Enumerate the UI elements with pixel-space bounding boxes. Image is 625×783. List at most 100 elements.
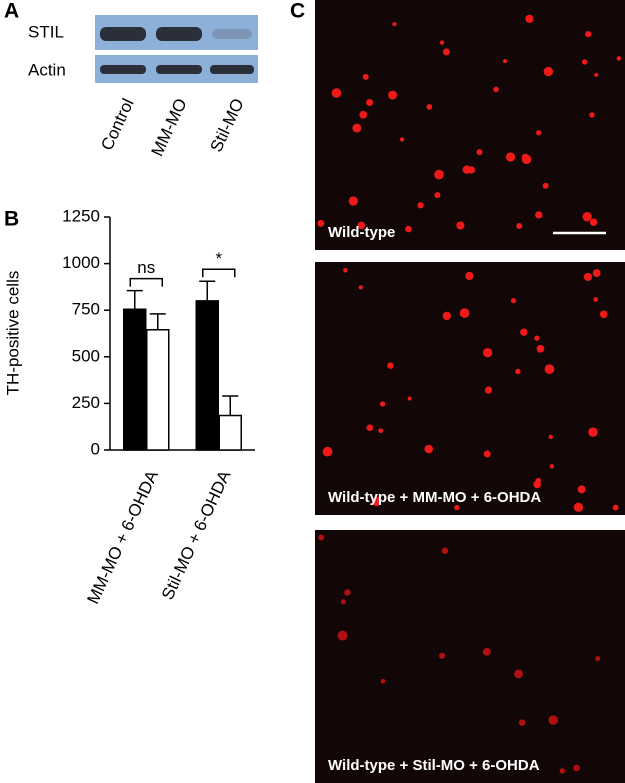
cell-dot [407, 396, 412, 401]
cell-dot [322, 446, 333, 457]
cell-dot [549, 464, 555, 469]
cell-dot [525, 14, 534, 23]
image-caption: Wild-type + MM-MO + 6-OHDA [328, 489, 541, 506]
lane-label: Stil-MO [207, 96, 248, 155]
cell-dot [482, 647, 491, 656]
cell-dot [514, 669, 523, 679]
panel-label: B [4, 208, 19, 231]
cell-dot [454, 504, 460, 511]
cell-dot [543, 66, 554, 77]
x-tick-label: Stil-MO + 6-OHDA [158, 467, 235, 603]
cell-dot [357, 221, 366, 230]
image-caption: Wild-type [328, 224, 395, 241]
y-tick-label: 250 [72, 393, 100, 412]
cell-dot [434, 169, 444, 180]
cell-dot [456, 221, 465, 230]
cell-dot [388, 90, 398, 100]
cell-dot [577, 485, 586, 494]
band [212, 29, 252, 39]
cell-dot [371, 496, 382, 507]
cell-dot [616, 56, 622, 61]
cell-dot [612, 504, 619, 511]
cell-dot [516, 222, 523, 230]
cell-dot [343, 267, 348, 273]
cell-dot [536, 130, 542, 136]
cell-dot [535, 211, 543, 219]
cell-dot [589, 112, 595, 118]
cell-dot [359, 110, 368, 119]
cell-dot [573, 764, 580, 772]
cell-dot [533, 480, 542, 489]
cell-dot [424, 444, 434, 454]
band [156, 27, 202, 41]
cell-dot [380, 678, 386, 684]
micrograph [315, 0, 625, 250]
blot-row-label: Actin [28, 60, 66, 79]
cell-dot [399, 137, 405, 142]
cell-dot [434, 192, 441, 199]
cell-dot [518, 719, 526, 726]
cell-dot [392, 22, 397, 27]
y-tick-label: 0 [91, 439, 100, 458]
cell-dot [542, 182, 549, 189]
y-tick-label: 500 [72, 346, 100, 365]
band [100, 27, 146, 41]
cell-dot [493, 86, 499, 93]
cell-dot [331, 88, 342, 98]
cell-dot [362, 73, 369, 80]
cell-dot [441, 547, 449, 554]
cell-dot [505, 152, 516, 162]
cell-dot [405, 225, 412, 233]
cell-dot [378, 428, 384, 434]
lane-label: MM-MO [148, 96, 191, 160]
cell-dot [503, 59, 508, 64]
panel-label: A [4, 0, 19, 23]
cell-dot [599, 310, 608, 319]
cell-dot [476, 149, 483, 156]
cell-dot [462, 165, 472, 174]
cell-dot [544, 364, 555, 374]
cell-dot [439, 40, 445, 45]
cell-dot [358, 285, 363, 290]
cell-dot [484, 386, 493, 394]
cell-dot [318, 534, 325, 541]
lane-label: Control [97, 96, 137, 154]
cell-dot [592, 269, 601, 277]
cell-dot [548, 434, 553, 440]
significance-bracket [129, 277, 163, 287]
cell-dot [548, 715, 559, 725]
cell-dot [482, 348, 493, 358]
micrograph [315, 530, 625, 783]
bar [146, 329, 170, 451]
cell-dot [366, 424, 374, 432]
cell-dot [348, 196, 358, 206]
cell-dot [583, 272, 592, 281]
bar [123, 308, 147, 451]
cell-dot [594, 72, 599, 77]
cell-dot [588, 427, 598, 437]
cell-dot [340, 599, 346, 605]
cell-dot [536, 344, 545, 353]
cell-dot [559, 768, 565, 774]
cell-dot [510, 298, 517, 304]
cell-dot [344, 589, 351, 596]
cell-dot [595, 656, 601, 662]
significance-label: * [215, 249, 222, 268]
band [100, 65, 146, 74]
cell-dot [317, 219, 325, 227]
cell-dot [380, 401, 386, 407]
cell-dot [534, 335, 540, 341]
cell-dot [593, 297, 599, 302]
image-caption: Wild-type + Stil-MO + 6-OHDA [328, 757, 540, 774]
y-axis-label: TH-positive cells [3, 271, 22, 396]
cell-dot [439, 652, 446, 659]
cell-dot [483, 450, 491, 458]
cell-dot [585, 31, 592, 38]
cell-dot [459, 308, 470, 318]
bar [195, 300, 219, 451]
cell-dot [520, 328, 528, 336]
bar [218, 414, 242, 451]
cell-dot [387, 362, 394, 369]
cell-dot [366, 98, 374, 107]
